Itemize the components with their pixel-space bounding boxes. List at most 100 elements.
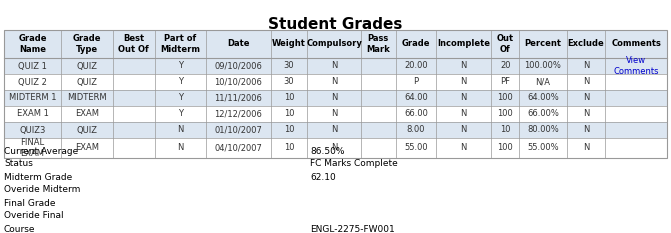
Text: Current Average: Current Average <box>4 147 79 155</box>
Text: Compulsory: Compulsory <box>306 40 362 48</box>
Text: View
Comments: View Comments <box>613 56 659 76</box>
Text: N: N <box>583 110 589 119</box>
Text: FC Marks Complete: FC Marks Complete <box>310 160 398 168</box>
Text: Student Grades: Student Grades <box>268 17 403 32</box>
Text: Weight: Weight <box>272 40 306 48</box>
Text: QUIZ 1: QUIZ 1 <box>18 62 47 71</box>
Text: Status: Status <box>4 160 33 168</box>
Text: Comments: Comments <box>611 40 661 48</box>
Text: N: N <box>460 110 467 119</box>
Text: Midterm Grade: Midterm Grade <box>4 172 72 182</box>
Text: 66.00: 66.00 <box>404 110 428 119</box>
Text: N: N <box>331 126 338 134</box>
Text: Exclude: Exclude <box>568 40 605 48</box>
Text: Y: Y <box>178 62 183 71</box>
Text: N: N <box>331 110 338 119</box>
Text: Incomplete: Incomplete <box>437 40 491 48</box>
Text: EXAM 1: EXAM 1 <box>17 110 48 119</box>
Text: N: N <box>583 144 589 153</box>
Text: Overide Final: Overide Final <box>4 212 64 220</box>
Text: N: N <box>583 78 589 86</box>
Bar <box>4 30 667 58</box>
Text: Out
Of: Out Of <box>497 34 514 54</box>
Text: 64.00%: 64.00% <box>527 93 559 103</box>
Text: 86.50%: 86.50% <box>310 147 344 155</box>
Text: N: N <box>177 144 184 153</box>
Text: 8.00: 8.00 <box>407 126 425 134</box>
Text: 04/10/2007: 04/10/2007 <box>215 144 262 153</box>
Bar <box>4 122 667 138</box>
Text: Pass
Mark: Pass Mark <box>366 34 390 54</box>
Text: QUIZ: QUIZ <box>76 78 97 86</box>
Bar <box>4 90 667 106</box>
Text: 80.00%: 80.00% <box>527 126 559 134</box>
Bar <box>4 58 667 74</box>
Text: N: N <box>583 62 589 71</box>
Text: N: N <box>331 144 338 153</box>
Text: MIDTERM 1: MIDTERM 1 <box>9 93 56 103</box>
Text: FINAL
EXAM: FINAL EXAM <box>20 138 44 158</box>
Text: Best
Out Of: Best Out Of <box>118 34 149 54</box>
Text: ENGL-2275-FW001: ENGL-2275-FW001 <box>310 225 395 233</box>
Text: 20: 20 <box>500 62 511 71</box>
Text: QUIZ: QUIZ <box>76 62 97 71</box>
Text: 10: 10 <box>284 110 295 119</box>
Text: N: N <box>177 126 184 134</box>
Text: Percent: Percent <box>524 40 562 48</box>
Text: 12/12/2006: 12/12/2006 <box>215 110 262 119</box>
Text: EXAM: EXAM <box>74 110 99 119</box>
Text: Course: Course <box>4 225 36 233</box>
Bar <box>4 30 667 158</box>
Text: P: P <box>413 78 419 86</box>
Text: PF: PF <box>500 78 510 86</box>
Text: N: N <box>460 93 467 103</box>
Text: 01/10/2007: 01/10/2007 <box>215 126 262 134</box>
Text: 30: 30 <box>284 62 295 71</box>
Text: 09/10/2006: 09/10/2006 <box>215 62 262 71</box>
Text: 100: 100 <box>497 144 513 153</box>
Bar <box>4 106 667 122</box>
Text: EXAM: EXAM <box>74 144 99 153</box>
Text: MIDTERM: MIDTERM <box>67 93 107 103</box>
Text: 55.00%: 55.00% <box>527 144 559 153</box>
Text: Part of
Midterm: Part of Midterm <box>160 34 201 54</box>
Text: 10: 10 <box>500 126 511 134</box>
Text: N: N <box>583 126 589 134</box>
Bar <box>4 138 667 158</box>
Text: 100: 100 <box>497 93 513 103</box>
Text: N: N <box>460 62 467 71</box>
Text: N: N <box>460 78 467 86</box>
Text: 10/10/2006: 10/10/2006 <box>215 78 262 86</box>
Text: QUIZ: QUIZ <box>76 126 97 134</box>
Text: Final Grade: Final Grade <box>4 199 56 208</box>
Text: 66.00%: 66.00% <box>527 110 559 119</box>
Text: 100.00%: 100.00% <box>525 62 562 71</box>
Text: Grade
Type: Grade Type <box>72 34 101 54</box>
Text: 62.10: 62.10 <box>310 172 336 182</box>
Text: N: N <box>460 126 467 134</box>
Text: Grade
Name: Grade Name <box>18 34 47 54</box>
Text: N: N <box>460 144 467 153</box>
Text: 64.00: 64.00 <box>404 93 428 103</box>
Text: 10: 10 <box>284 144 295 153</box>
Text: 100: 100 <box>497 110 513 119</box>
Text: Overide Midterm: Overide Midterm <box>4 185 81 195</box>
Text: N: N <box>331 78 338 86</box>
Text: N: N <box>331 93 338 103</box>
Text: Y: Y <box>178 110 183 119</box>
Text: QUIZ3: QUIZ3 <box>19 126 46 134</box>
Text: N/A: N/A <box>535 78 550 86</box>
Text: N: N <box>331 62 338 71</box>
Text: 11/11/2006: 11/11/2006 <box>215 93 262 103</box>
Text: Date: Date <box>227 40 250 48</box>
Text: Y: Y <box>178 93 183 103</box>
Text: 30: 30 <box>284 78 295 86</box>
Text: Y: Y <box>178 78 183 86</box>
Bar <box>4 74 667 90</box>
Text: 10: 10 <box>284 126 295 134</box>
Text: N: N <box>583 93 589 103</box>
Text: Grade: Grade <box>402 40 430 48</box>
Text: 55.00: 55.00 <box>404 144 428 153</box>
Text: 10: 10 <box>284 93 295 103</box>
Text: QUIZ 2: QUIZ 2 <box>18 78 47 86</box>
